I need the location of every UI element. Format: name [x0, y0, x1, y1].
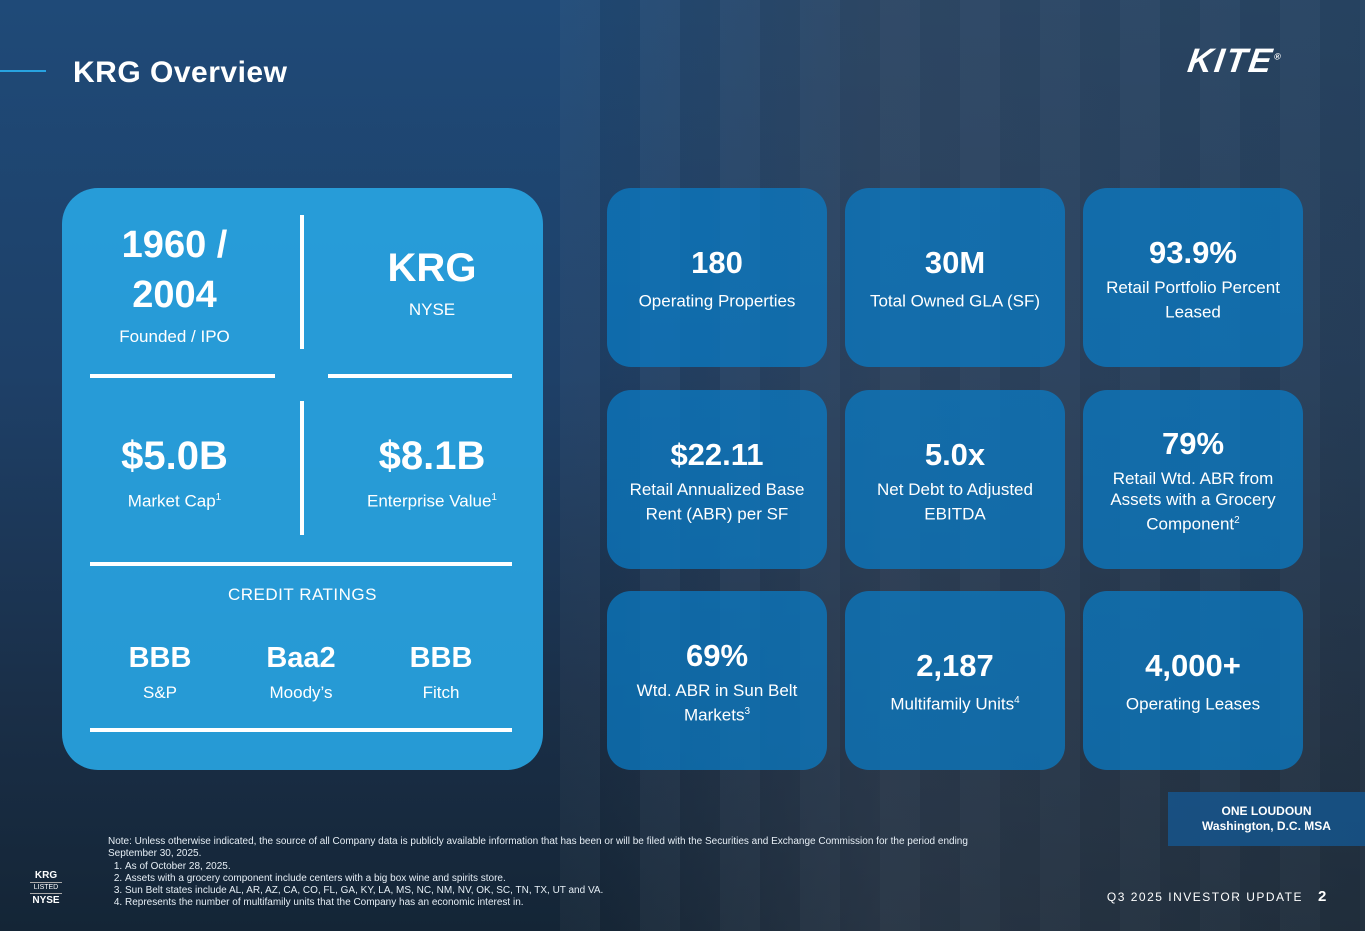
stat-tile: 5.0x Net Debt to Adjusted EBITDA: [845, 390, 1065, 569]
label-text: Net Debt to Adjusted EBITDA: [877, 479, 1033, 524]
rating-value: Baa2: [266, 642, 336, 674]
tile-label: Retail Wtd. ABR from Assets with a Groce…: [1093, 468, 1293, 535]
credit-ratings-heading: CREDIT RATINGS: [228, 585, 377, 604]
label-text: Wtd. ABR in Sun Belt Markets: [636, 680, 798, 725]
note-intro: Note: Unless otherwise indicated, the so…: [108, 836, 968, 860]
tile-value: 5.0x: [924, 436, 986, 472]
ticker-value: KRG: [387, 246, 477, 290]
tile-label: Operating Leases: [1126, 690, 1260, 715]
market-cap-label: Market Cap1: [82, 487, 267, 512]
page-number: 2: [1318, 888, 1327, 905]
footnote-ref: 1: [215, 492, 222, 503]
label-text: Operating Leases: [1125, 694, 1261, 714]
footnote-ref: 3: [744, 705, 751, 717]
label-text: Retail Annualized Base Rent (ABR) per SF: [629, 479, 805, 524]
label-text: Enterprise Value: [367, 491, 492, 511]
divider: [300, 401, 304, 535]
stat-tile: 4,000+ Operating Leases: [1083, 591, 1303, 770]
divider: [300, 215, 304, 349]
tile-label: Operating Properties: [639, 287, 796, 312]
tile-value: 69%: [685, 637, 749, 673]
tile-value: 2,187: [916, 648, 994, 684]
divider: [90, 374, 275, 378]
tile-label: Retail Portfolio Percent Leased: [1093, 277, 1293, 323]
label-text: Retail Portfolio Percent Leased: [1106, 277, 1280, 322]
stat-tile: $22.11 Retail Annualized Base Rent (ABR)…: [607, 390, 827, 569]
divider: [90, 728, 512, 732]
footnote-list: As of October 28, 2025. Assets with a gr…: [108, 861, 978, 910]
badge-exchange: NYSE: [32, 895, 60, 906]
tile-label: Multifamily Units4: [890, 690, 1019, 715]
label-text: Retail Wtd. ABR from Assets with a Groce…: [1110, 469, 1276, 534]
rating-sp: BBB S&P: [90, 640, 230, 703]
stat-tile: 93.9% Retail Portfolio Percent Leased: [1083, 188, 1303, 367]
tile-value: 30M: [924, 245, 986, 281]
badge-ticker: KRG: [34, 870, 58, 881]
tile-value: 93.9%: [1149, 234, 1237, 270]
tile-value: 79%: [1161, 426, 1225, 462]
tile-label: Retail Annualized Base Rent (ABR) per SF: [617, 479, 817, 525]
page-title: KRG Overview: [73, 56, 288, 89]
tile-value: 180: [691, 245, 743, 281]
footnote: Assets with a grocery component include …: [125, 873, 978, 885]
stat-tile: 2,187 Multifamily Units4: [845, 591, 1065, 770]
founded-value: 1960 / 2004: [121, 224, 228, 316]
registered-mark: ®: [1273, 51, 1284, 62]
rating-moodys: Baa2 Moody’s: [231, 640, 371, 703]
footnote: Represents the number of multifamily uni…: [125, 897, 978, 909]
tile-value: 4,000+: [1145, 648, 1241, 684]
divider: [328, 374, 512, 378]
overview-card: 1960 / 2004 Founded / IPO KRG NYSE $5.0B…: [62, 188, 543, 770]
photo-caption: ONE LOUDOUN Washington, D.C. MSA: [1168, 792, 1365, 846]
footnote-ref: 4: [1014, 695, 1020, 707]
title-accent-line: [0, 70, 46, 72]
tile-label: Net Debt to Adjusted EBITDA: [855, 479, 1055, 525]
enterprise-value-value: $8.1B: [378, 434, 486, 478]
tile-value: $22.11: [670, 436, 764, 472]
rating-agency: Moody’s: [269, 683, 333, 702]
stat-tile: 30M Total Owned GLA (SF): [845, 188, 1065, 367]
label-text: Multifamily Units: [890, 694, 1015, 714]
tile-label: Wtd. ABR in Sun Belt Markets3: [617, 680, 817, 726]
enterprise-value-label: Enterprise Value1: [337, 487, 527, 512]
stat-tile: 79% Retail Wtd. ABR from Assets with a G…: [1083, 390, 1303, 569]
stat-tile: 69% Wtd. ABR in Sun Belt Markets3: [607, 591, 827, 770]
caption-property: ONE LOUDOUN: [1221, 804, 1312, 818]
footnote: As of October 28, 2025.: [125, 861, 978, 873]
logo-text: KITE: [1185, 42, 1277, 80]
rating-agency: S&P: [142, 683, 178, 702]
founded-label: Founded / IPO: [119, 327, 230, 346]
rating-value: BBB: [409, 642, 473, 674]
footnote-ref: 1: [491, 492, 497, 503]
rating-agency: Fitch: [422, 683, 460, 702]
footnotes: Note: Unless otherwise indicated, the so…: [108, 836, 978, 910]
rating-fitch: BBB Fitch: [371, 640, 511, 703]
market-cap-stat: $5.0B Market Cap1: [82, 431, 267, 512]
tile-label: Total Owned GLA (SF): [870, 287, 1040, 312]
divider: [90, 562, 512, 566]
footer-title: Q3 2025 INVESTOR UPDATE: [1106, 890, 1303, 904]
ticker-label: NYSE: [408, 300, 456, 319]
rating-value: BBB: [128, 642, 192, 674]
label-text: Market Cap: [127, 491, 216, 511]
badge-listed: LISTED: [30, 882, 62, 894]
footnote-ref: 2: [1234, 515, 1240, 527]
kite-logo: KITE®: [1185, 42, 1285, 81]
caption-location: Washington, D.C. MSA: [1202, 819, 1331, 833]
ticker-stat: KRG NYSE: [337, 243, 527, 320]
enterprise-value-stat: $8.1B Enterprise Value1: [337, 431, 527, 512]
stat-tile: 180 Operating Properties: [607, 188, 827, 367]
label-text: Operating Properties: [638, 291, 796, 311]
footnote: Sun Belt states include AL, AR, AZ, CA, …: [125, 885, 978, 897]
market-cap-value: $5.0B: [121, 434, 228, 478]
nyse-listed-badge: KRG LISTED NYSE: [30, 869, 62, 907]
founded-stat: 1960 / 2004 Founded / IPO: [82, 220, 267, 347]
label-text: Total Owned GLA (SF): [869, 291, 1041, 311]
